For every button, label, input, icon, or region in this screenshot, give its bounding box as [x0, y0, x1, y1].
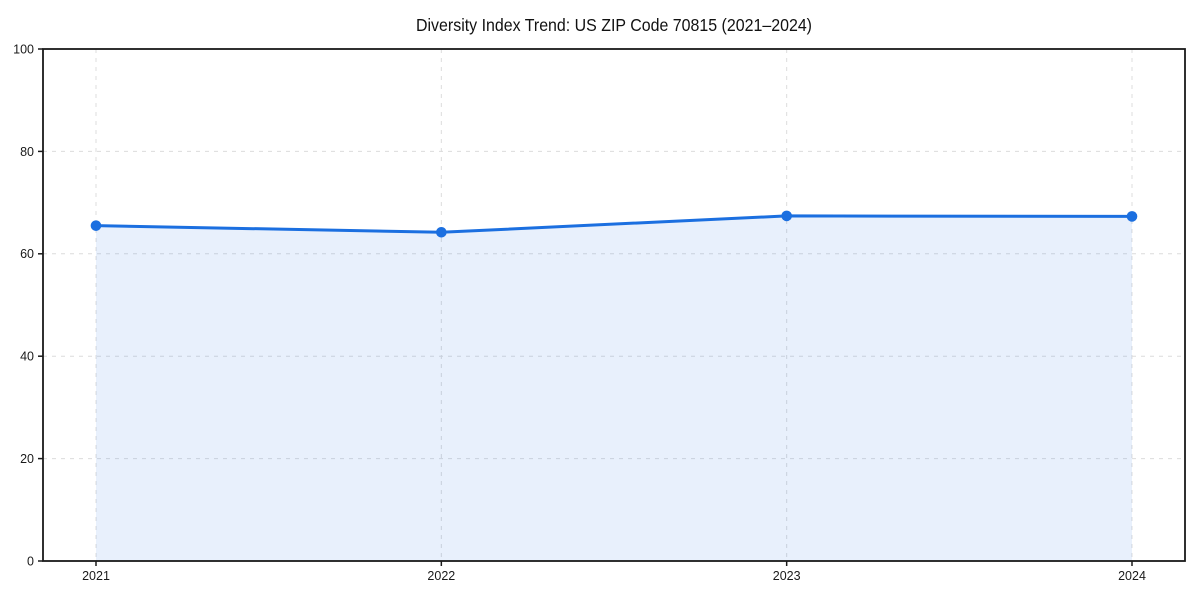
y-tick-label: 60 [20, 247, 34, 261]
x-tick-labels: 2021 2022 2023 2024 [82, 569, 1146, 583]
y-tick-label: 0 [27, 554, 34, 568]
x-axis-ticks [95, 561, 1133, 566]
area-fill [96, 215, 1132, 562]
data-point-marker [781, 210, 792, 222]
trend-line [94, 214, 1134, 234]
chart-title: Diversity Index Trend: US ZIP Code 70815… [416, 15, 812, 35]
y-tick-label: 20 [20, 452, 34, 466]
y-tick-labels: 0 20 40 60 80 100 [13, 42, 34, 568]
x-tick-label: 2024 [1118, 569, 1146, 583]
x-tick-label: 2023 [773, 569, 801, 583]
x-tick-label: 2022 [427, 569, 455, 583]
gridlines [43, 49, 1185, 561]
data-point-marker [1126, 211, 1138, 222]
y-axis-ticks [38, 48, 43, 562]
y-tick-label: 80 [20, 145, 34, 159]
y-tick-label: 40 [20, 350, 34, 364]
data-points [90, 210, 1138, 238]
area-fill-path [96, 215, 1132, 562]
data-point-marker [436, 226, 447, 238]
x-tick-label: 2021 [82, 569, 110, 583]
plot-border [42, 48, 1186, 562]
axes-spines [42, 48, 1186, 562]
trend-line-path [94, 214, 1134, 234]
data-point-marker [90, 220, 102, 231]
y-tick-label: 100 [13, 42, 34, 56]
